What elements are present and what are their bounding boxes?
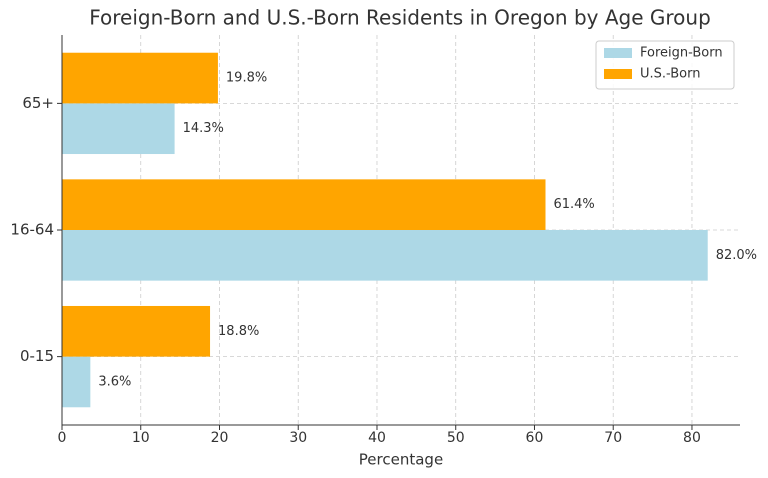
y-tick-label: 0-15: [20, 347, 54, 365]
bar: [62, 103, 175, 155]
bar: [62, 305, 211, 357]
bar: [62, 230, 708, 281]
value-label: 3.6%: [98, 374, 131, 389]
value-label: 14.3%: [183, 121, 224, 136]
value-label: 82.0%: [716, 248, 757, 263]
value-label: 61.4%: [553, 197, 594, 212]
chart-title: Foreign-Born and U.S.-Born Residents in …: [89, 6, 711, 30]
x-tick-label: 60: [526, 430, 544, 446]
bar: [62, 356, 91, 408]
bar: [62, 179, 546, 230]
x-tick-label: 0: [58, 430, 67, 446]
legend-label: Foreign-Born: [640, 46, 723, 61]
legend-swatch: [604, 48, 632, 58]
value-label: 18.8%: [218, 324, 259, 339]
bar: [62, 52, 218, 104]
x-tick-label: 70: [604, 430, 622, 446]
value-label: 19.8%: [226, 71, 267, 86]
y-tick-label: 65+: [22, 94, 54, 112]
x-axis-label: Percentage: [359, 451, 443, 469]
y-tick-label: 16-64: [10, 221, 54, 239]
x-tick-label: 20: [211, 430, 229, 446]
legend-swatch: [604, 69, 632, 79]
x-tick-label: 80: [683, 430, 701, 446]
x-tick-label: 30: [289, 430, 307, 446]
legend-label: U.S.-Born: [640, 67, 701, 82]
x-tick-label: 50: [447, 430, 465, 446]
x-tick-label: 40: [368, 430, 386, 446]
x-tick-label: 10: [132, 430, 150, 446]
